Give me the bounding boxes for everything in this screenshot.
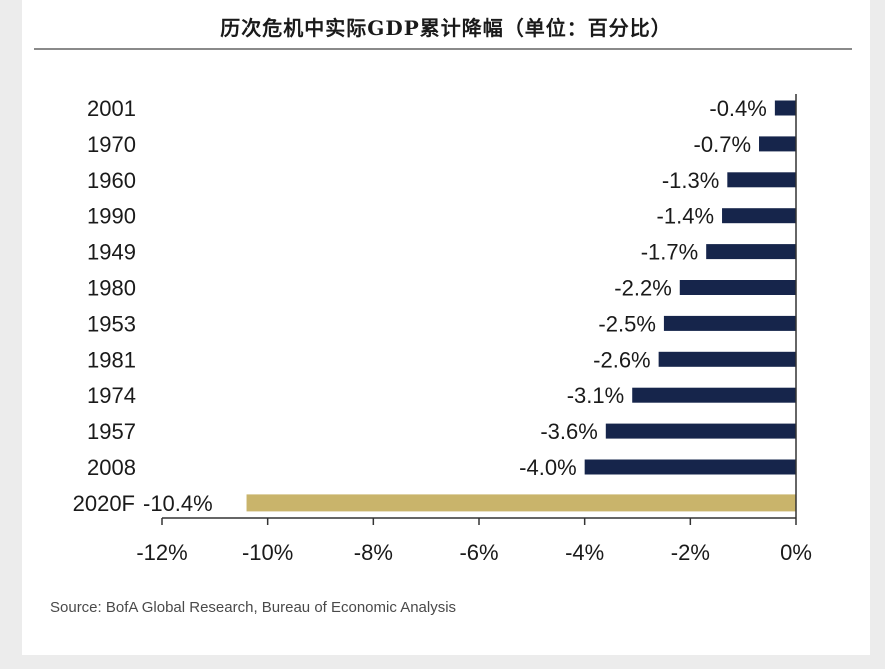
x-tick-label: -2% — [671, 540, 710, 565]
category-label-2008: 2008 — [87, 455, 136, 480]
value-label-1974: -3.1% — [567, 383, 624, 408]
value-label-2008: -4.0% — [519, 455, 576, 480]
bar-2001 — [774, 100, 796, 116]
title-divider — [34, 48, 852, 50]
x-tick-label: 0% — [780, 540, 812, 565]
bar-1953 — [663, 315, 796, 331]
category-label-2001: 2001 — [87, 96, 136, 121]
value-label-1957: -3.6% — [540, 419, 597, 444]
value-label-2001: -0.4% — [709, 96, 766, 121]
value-label-1970: -0.7% — [694, 132, 751, 157]
x-tick-label: -6% — [459, 540, 498, 565]
bar-1981 — [658, 351, 796, 367]
x-tick-label: -12% — [136, 540, 187, 565]
bar-1957 — [605, 423, 796, 439]
chart-title: 历次危机中实际GDP累计降幅（单位：百分比） — [220, 16, 672, 40]
category-label-1980: 1980 — [87, 276, 136, 301]
category-label-1981: 1981 — [87, 347, 136, 372]
bar-2020f — [246, 494, 797, 512]
x-tick-label: -4% — [565, 540, 604, 565]
category-label-2020f: 2020F — [73, 491, 135, 516]
x-tick-label: -8% — [354, 540, 393, 565]
value-label-1960: -1.3% — [662, 168, 719, 193]
x-tick-label: -10% — [242, 540, 293, 565]
value-label-1981: -2.6% — [593, 347, 650, 372]
category-label-1953: 1953 — [87, 311, 136, 336]
category-label-1974: 1974 — [87, 383, 136, 408]
value-label-1990: -1.4% — [657, 204, 714, 229]
bar-1980 — [679, 280, 796, 295]
bar-1949 — [706, 244, 796, 260]
category-label-1960: 1960 — [87, 168, 136, 193]
value-label-1949: -1.7% — [641, 240, 698, 265]
source-note: Source: BofA Global Research, Bureau of … — [50, 599, 457, 616]
bar-1974 — [632, 387, 796, 403]
value-label-1980: -2.2% — [614, 276, 671, 301]
category-label-1957: 1957 — [87, 419, 136, 444]
bar-1990 — [722, 208, 796, 224]
category-label-1990: 1990 — [87, 204, 136, 229]
bar-1960 — [727, 172, 796, 188]
value-label-1953: -2.5% — [598, 311, 655, 336]
category-label-1970: 1970 — [87, 132, 136, 157]
bar-1970 — [759, 136, 796, 152]
value-label-2020f: -10.4% — [143, 491, 213, 516]
category-label-1949: 1949 — [87, 240, 136, 265]
bar-2008 — [584, 459, 796, 475]
